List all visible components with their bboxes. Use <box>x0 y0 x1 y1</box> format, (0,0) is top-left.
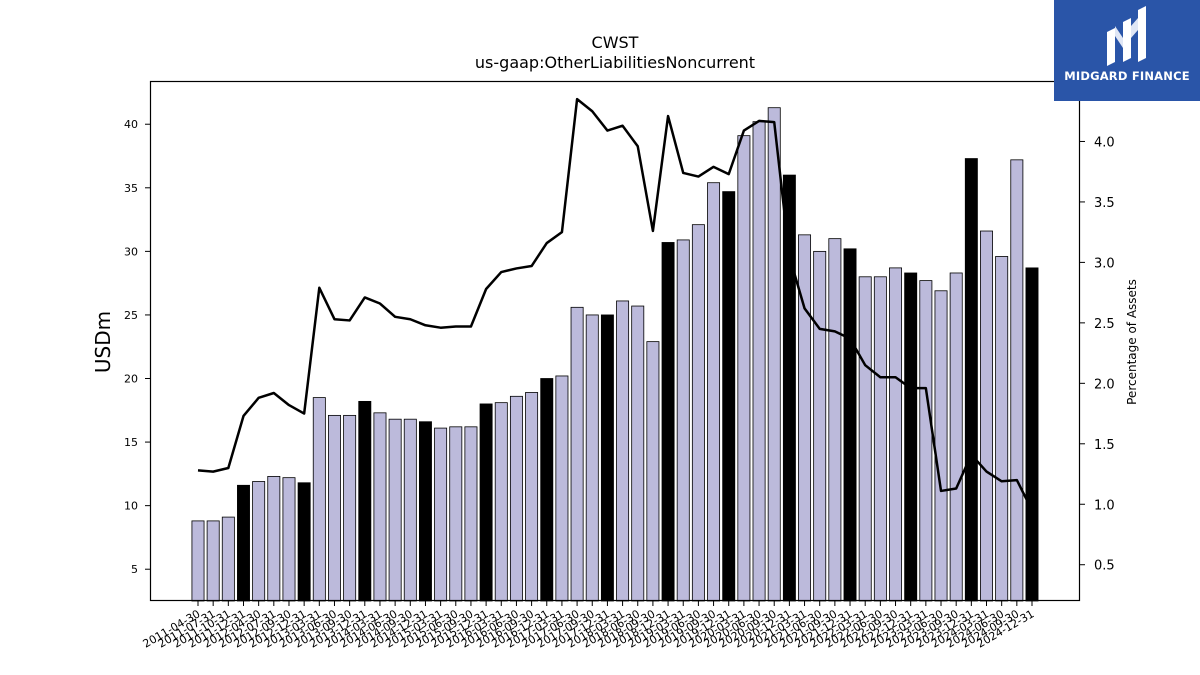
bar-2022-09-30 <box>889 267 902 602</box>
bar-2015-09-30 <box>464 426 478 602</box>
bar-2024-09-30 <box>1010 159 1024 602</box>
bar-2019-09-30 <box>707 182 721 602</box>
bar-2016-09-30 <box>525 392 539 602</box>
y2-tick-label: 3.5 <box>1094 196 1115 211</box>
y2-tick-label: 0.5 <box>1094 559 1115 574</box>
bar-2017-06-30 <box>570 306 584 602</box>
bar-2012-12-31 <box>297 482 311 602</box>
y2-tick-label: 4.0 <box>1094 135 1115 150</box>
bar-2018-06-30 <box>631 305 645 602</box>
bar-2023-12-31 <box>964 158 978 602</box>
bar-2013-03-31 <box>312 397 326 602</box>
bar-2017-12-31 <box>600 314 614 602</box>
bar-2015-12-31 <box>479 403 493 602</box>
bar-2013-06-30 <box>328 414 341 602</box>
y-tick-label: 25 <box>124 309 138 322</box>
y-tick-label: 10 <box>124 500 138 513</box>
y2-tick-label: 3.0 <box>1094 256 1115 271</box>
midgard-finance-logo: MIDGARD FINANCE <box>1054 0 1200 101</box>
bar-2018-03-31 <box>616 300 630 602</box>
bar-2023-03-31 <box>919 280 933 602</box>
bar-2018-12-31 <box>661 242 675 602</box>
bar-2021-12-31 <box>843 248 857 602</box>
y-tick-label: 40 <box>124 118 138 131</box>
bar-2014-09-30 <box>403 418 417 602</box>
y2-axis-label: Percentage of Assets <box>1125 279 1139 405</box>
bar-2011-10-31 <box>221 516 235 602</box>
bar-2023-06-30 <box>934 290 948 602</box>
y-tick-label: 35 <box>124 182 138 195</box>
bar-2012-04-30 <box>252 481 266 602</box>
bar-2022-06-30 <box>873 276 887 602</box>
bar-2024-03-31 <box>980 230 993 602</box>
x-axis-ticks: 2011-04-302011-07-312011-10-312011-12-31… <box>141 601 1037 651</box>
pct-line-series <box>197 97 1034 511</box>
bar-2024-06-30 <box>995 256 1009 602</box>
bar-2011-07-31 <box>206 520 220 602</box>
bar-2014-03-31 <box>373 412 387 602</box>
bar-2013-09-30 <box>343 414 357 602</box>
bar-2014-12-31 <box>418 421 432 602</box>
y-axis-label: USDm <box>91 311 115 373</box>
y-tick-label: 20 <box>124 373 138 386</box>
chart-subtitle: us-gaap:OtherLiabilitiesNoncurrent <box>475 53 755 72</box>
bar-2011-04-30 <box>191 520 205 602</box>
bar-2012-07-31 <box>267 475 281 602</box>
bar-2022-12-31 <box>904 272 918 602</box>
bar-2020-12-31 <box>782 174 796 602</box>
y-tick-label: 15 <box>124 436 138 449</box>
bar-2015-06-30 <box>449 426 463 602</box>
bar-series <box>191 107 1039 602</box>
bar-2018-09-30 <box>646 341 660 602</box>
bar-2012-09-30 <box>282 477 296 602</box>
bar-2024-12-31 <box>1025 267 1039 602</box>
bar-2017-03-31 <box>555 375 569 602</box>
bar-2020-03-31 <box>737 135 751 602</box>
bar-2019-03-31 <box>676 239 690 602</box>
bar-2016-06-30 <box>509 395 523 602</box>
bar-2020-09-30 <box>767 107 781 602</box>
plot-frame <box>149 80 1081 602</box>
bar-2011-12-31 <box>237 484 250 602</box>
bar-2021-06-30 <box>813 250 827 602</box>
y2-tick-label: 2.5 <box>1094 317 1115 332</box>
bar-2021-09-30 <box>828 238 842 602</box>
pct-line <box>197 97 1034 511</box>
y2-tick-label: 1.0 <box>1094 498 1115 513</box>
logo-text: MIDGARD FINANCE <box>1064 69 1190 83</box>
logo-mark-icon <box>1107 6 1146 66</box>
bar-2017-09-30 <box>585 314 599 602</box>
chart-title: CWST <box>592 33 639 52</box>
bar-2015-03-31 <box>434 427 448 602</box>
y2-tick-label: 2.0 <box>1094 377 1115 392</box>
y-axis-ticks: 5 10 15 20 25 30 35 40 <box>124 118 150 576</box>
y-tick-label: 5 <box>131 563 138 576</box>
y-tick-label: 30 <box>124 245 138 258</box>
y2-axis-ticks: 0.5 1.0 1.5 2.0 2.5 3.0 3.5 4.0 <box>1080 135 1115 574</box>
bar-2022-03-31 <box>858 276 872 602</box>
bar-2020-06-30 <box>752 121 766 602</box>
bar-2023-09-30 <box>949 272 963 602</box>
bar-2014-06-30 <box>388 418 402 602</box>
bar-2016-12-31 <box>540 378 554 602</box>
y2-tick-label: 1.5 <box>1094 438 1115 453</box>
bar-2013-12-31 <box>358 400 372 602</box>
bar-2019-12-31 <box>722 191 736 602</box>
bar-2019-06-30 <box>691 224 705 602</box>
bar-2016-03-31 <box>494 402 508 602</box>
